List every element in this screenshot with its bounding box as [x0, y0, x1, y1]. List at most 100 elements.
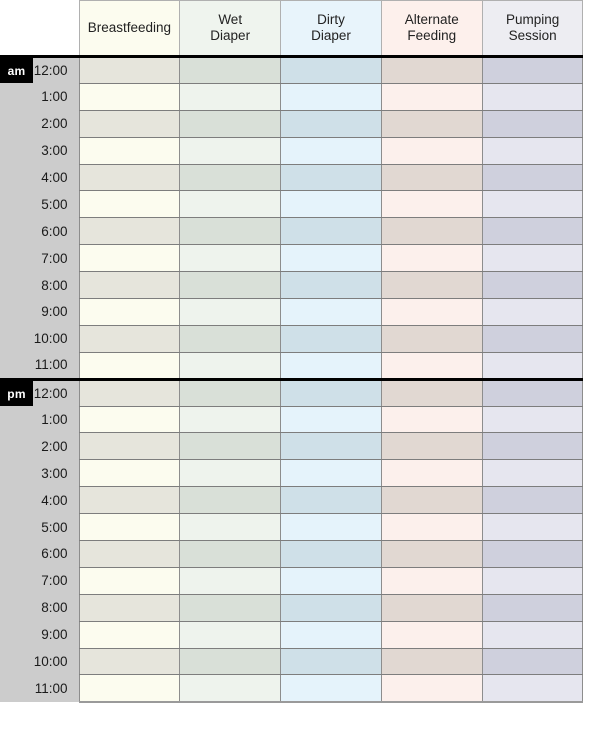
- entry-cell-breastfeeding[interactable]: [78, 164, 181, 192]
- entry-cell-pumping[interactable]: [481, 486, 584, 515]
- entry-cell-wetdiaper[interactable]: [179, 432, 282, 461]
- entry-cell-wetdiaper[interactable]: [179, 621, 282, 649]
- entry-cell-pumping[interactable]: [481, 432, 584, 461]
- entry-cell-pumping[interactable]: [481, 594, 584, 622]
- entry-cell-altfeeding[interactable]: [380, 244, 483, 273]
- entry-cell-breastfeeding[interactable]: [78, 513, 181, 542]
- entry-cell-wetdiaper[interactable]: [179, 190, 282, 219]
- entry-cell-dirtydiaper[interactable]: [280, 674, 382, 703]
- entry-cell-altfeeding[interactable]: [380, 377, 483, 407]
- entry-cell-pumping[interactable]: [481, 164, 584, 192]
- entry-cell-altfeeding[interactable]: [380, 594, 483, 622]
- entry-cell-altfeeding[interactable]: [380, 164, 483, 192]
- entry-cell-dirtydiaper[interactable]: [280, 271, 382, 300]
- entry-cell-altfeeding[interactable]: [380, 513, 483, 542]
- entry-cell-altfeeding[interactable]: [380, 648, 483, 676]
- entry-cell-altfeeding[interactable]: [380, 674, 483, 703]
- entry-cell-wetdiaper[interactable]: [179, 648, 282, 676]
- entry-cell-wetdiaper[interactable]: [179, 486, 282, 515]
- entry-cell-pumping[interactable]: [481, 298, 584, 326]
- entry-cell-dirtydiaper[interactable]: [280, 406, 382, 434]
- entry-cell-wetdiaper[interactable]: [179, 594, 282, 622]
- entry-cell-breastfeeding[interactable]: [78, 352, 181, 380]
- entry-cell-altfeeding[interactable]: [380, 217, 483, 246]
- entry-cell-breastfeeding[interactable]: [78, 621, 181, 649]
- entry-cell-altfeeding[interactable]: [380, 567, 483, 595]
- entry-cell-pumping[interactable]: [481, 110, 584, 138]
- entry-cell-breastfeeding[interactable]: [78, 244, 181, 273]
- entry-cell-wetdiaper[interactable]: [179, 217, 282, 246]
- entry-cell-breastfeeding[interactable]: [78, 459, 181, 488]
- entry-cell-dirtydiaper[interactable]: [280, 325, 382, 353]
- entry-cell-dirtydiaper[interactable]: [280, 217, 382, 246]
- entry-cell-altfeeding[interactable]: [380, 486, 483, 515]
- entry-cell-breastfeeding[interactable]: [78, 217, 181, 246]
- entry-cell-breastfeeding[interactable]: [78, 594, 181, 622]
- entry-cell-altfeeding[interactable]: [380, 325, 483, 353]
- entry-cell-pumping[interactable]: [481, 83, 584, 111]
- entry-cell-pumping[interactable]: [481, 325, 584, 353]
- entry-cell-dirtydiaper[interactable]: [280, 377, 382, 407]
- entry-cell-wetdiaper[interactable]: [179, 352, 282, 380]
- entry-cell-altfeeding[interactable]: [380, 540, 483, 568]
- entry-cell-breastfeeding[interactable]: [78, 298, 181, 326]
- entry-cell-altfeeding[interactable]: [380, 432, 483, 461]
- entry-cell-dirtydiaper[interactable]: [280, 110, 382, 138]
- entry-cell-dirtydiaper[interactable]: [280, 83, 382, 111]
- entry-cell-altfeeding[interactable]: [380, 406, 483, 434]
- entry-cell-altfeeding[interactable]: [380, 298, 483, 326]
- entry-cell-pumping[interactable]: [481, 352, 584, 380]
- entry-cell-dirtydiaper[interactable]: [280, 513, 382, 542]
- entry-cell-altfeeding[interactable]: [380, 190, 483, 219]
- entry-cell-pumping[interactable]: [481, 540, 584, 568]
- entry-cell-dirtydiaper[interactable]: [280, 621, 382, 649]
- entry-cell-altfeeding[interactable]: [380, 137, 483, 165]
- entry-cell-dirtydiaper[interactable]: [280, 164, 382, 192]
- entry-cell-wetdiaper[interactable]: [179, 325, 282, 353]
- entry-cell-breastfeeding[interactable]: [78, 137, 181, 165]
- entry-cell-breastfeeding[interactable]: [78, 190, 181, 219]
- entry-cell-wetdiaper[interactable]: [179, 377, 282, 407]
- entry-cell-pumping[interactable]: [481, 674, 584, 703]
- entry-cell-dirtydiaper[interactable]: [280, 594, 382, 622]
- entry-cell-wetdiaper[interactable]: [179, 298, 282, 326]
- entry-cell-pumping[interactable]: [481, 406, 584, 434]
- entry-cell-breastfeeding[interactable]: [78, 55, 181, 84]
- entry-cell-wetdiaper[interactable]: [179, 271, 282, 300]
- entry-cell-breastfeeding[interactable]: [78, 540, 181, 568]
- entry-cell-wetdiaper[interactable]: [179, 513, 282, 542]
- entry-cell-altfeeding[interactable]: [380, 110, 483, 138]
- entry-cell-wetdiaper[interactable]: [179, 540, 282, 568]
- entry-cell-altfeeding[interactable]: [380, 459, 483, 488]
- entry-cell-altfeeding[interactable]: [380, 55, 483, 84]
- entry-cell-breastfeeding[interactable]: [78, 406, 181, 434]
- entry-cell-altfeeding[interactable]: [380, 83, 483, 111]
- entry-cell-breastfeeding[interactable]: [78, 325, 181, 353]
- entry-cell-pumping[interactable]: [481, 567, 584, 595]
- entry-cell-dirtydiaper[interactable]: [280, 55, 382, 84]
- entry-cell-breastfeeding[interactable]: [78, 110, 181, 138]
- entry-cell-breastfeeding[interactable]: [78, 271, 181, 300]
- entry-cell-breastfeeding[interactable]: [78, 377, 181, 407]
- entry-cell-breastfeeding[interactable]: [78, 567, 181, 595]
- entry-cell-dirtydiaper[interactable]: [280, 567, 382, 595]
- entry-cell-dirtydiaper[interactable]: [280, 540, 382, 568]
- entry-cell-dirtydiaper[interactable]: [280, 432, 382, 461]
- entry-cell-wetdiaper[interactable]: [179, 110, 282, 138]
- entry-cell-wetdiaper[interactable]: [179, 55, 282, 84]
- entry-cell-wetdiaper[interactable]: [179, 567, 282, 595]
- entry-cell-altfeeding[interactable]: [380, 352, 483, 380]
- entry-cell-pumping[interactable]: [481, 459, 584, 488]
- entry-cell-pumping[interactable]: [481, 190, 584, 219]
- entry-cell-pumping[interactable]: [481, 217, 584, 246]
- entry-cell-pumping[interactable]: [481, 271, 584, 300]
- entry-cell-pumping[interactable]: [481, 513, 584, 542]
- entry-cell-pumping[interactable]: [481, 648, 584, 676]
- entry-cell-pumping[interactable]: [481, 244, 584, 273]
- entry-cell-breastfeeding[interactable]: [78, 486, 181, 515]
- entry-cell-dirtydiaper[interactable]: [280, 298, 382, 326]
- entry-cell-wetdiaper[interactable]: [179, 164, 282, 192]
- entry-cell-breastfeeding[interactable]: [78, 83, 181, 111]
- entry-cell-breastfeeding[interactable]: [78, 648, 181, 676]
- entry-cell-pumping[interactable]: [481, 377, 584, 407]
